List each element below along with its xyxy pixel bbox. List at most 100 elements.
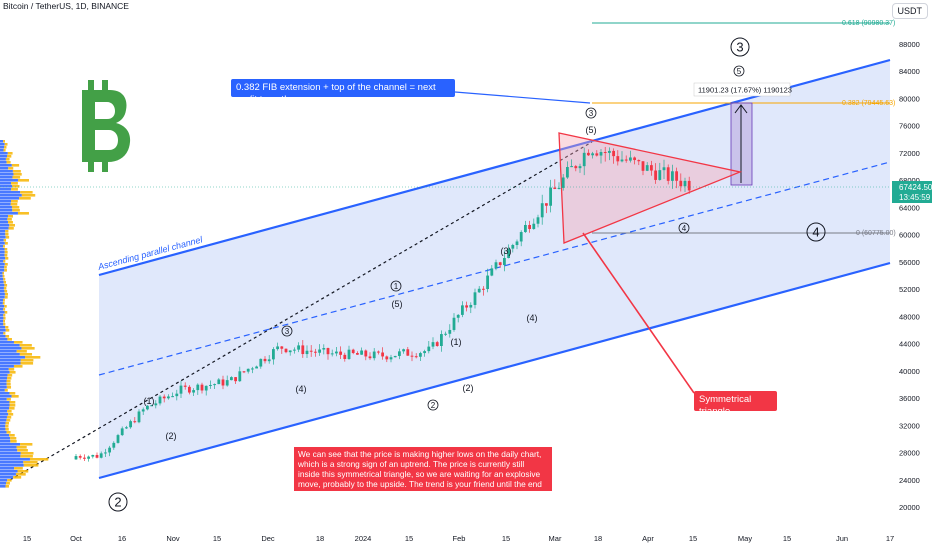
wave-1-b: 1 bbox=[394, 282, 399, 291]
candle-body bbox=[486, 275, 489, 290]
profile-bar-blue bbox=[0, 266, 5, 269]
price-axis[interactable]: 88000 84000 80000 76000 72000 68000 64000 60000… bbox=[899, 40, 920, 512]
candle-body bbox=[482, 288, 485, 290]
volume-profile bbox=[0, 140, 49, 488]
wave-1-c: (1) bbox=[451, 337, 462, 347]
profile-bar-blue bbox=[0, 479, 8, 482]
profile-bar-orange bbox=[6, 431, 11, 434]
time-tick-label: 18 bbox=[594, 534, 602, 543]
candle-body bbox=[360, 350, 363, 355]
candle-body bbox=[675, 171, 678, 181]
profile-bar-orange bbox=[2, 302, 5, 305]
profile-bar-blue bbox=[0, 275, 3, 278]
candle-body bbox=[557, 187, 561, 189]
profile-bar-blue bbox=[0, 176, 13, 179]
candle-body bbox=[99, 453, 103, 458]
profile-bar-blue bbox=[0, 296, 5, 299]
candle-body bbox=[524, 224, 527, 233]
wave-4-a: (4) bbox=[296, 384, 307, 394]
symmetrical-triangle[interactable] bbox=[558, 132, 743, 244]
profile-bar-orange bbox=[3, 299, 5, 302]
profile-bar-orange bbox=[4, 311, 8, 314]
profile-bar-blue bbox=[0, 299, 4, 302]
time-tick-label: 2024 bbox=[355, 534, 372, 543]
profile-bar-orange bbox=[6, 380, 11, 383]
profile-bar-orange bbox=[3, 308, 6, 311]
analysis-note-box[interactable]: We can see that the price is making high… bbox=[294, 447, 552, 491]
candle-body bbox=[267, 359, 271, 362]
profile-bar-blue bbox=[0, 440, 11, 443]
profile-bar-orange bbox=[12, 170, 21, 173]
time-tick-label: 16 bbox=[118, 534, 126, 543]
profile-bar-blue bbox=[0, 437, 11, 440]
profile-bar-orange bbox=[4, 266, 7, 269]
candle-body bbox=[582, 152, 586, 167]
price-tick-label: 52000 bbox=[899, 285, 920, 294]
profile-bar-orange bbox=[5, 236, 10, 239]
candle-body bbox=[343, 354, 347, 359]
profile-bar-orange bbox=[13, 365, 23, 368]
fib-note-box[interactable]: 0.382 FIB extension + top of the channel… bbox=[231, 79, 455, 105]
candle-body bbox=[650, 165, 653, 171]
profile-bar-blue bbox=[0, 218, 8, 221]
time-tick-label: 15 bbox=[783, 534, 791, 543]
profile-bar-blue bbox=[0, 362, 21, 365]
profile-bar-orange bbox=[10, 437, 17, 440]
profile-bar-blue bbox=[0, 254, 5, 257]
trend-dotted-line[interactable] bbox=[9, 141, 593, 481]
profile-bar-blue bbox=[0, 236, 6, 239]
candle-body bbox=[603, 152, 607, 154]
profile-bar-blue bbox=[0, 182, 12, 185]
price-tick-label: 32000 bbox=[899, 421, 920, 430]
candle-body bbox=[116, 435, 120, 443]
time-tick-label: 15 bbox=[502, 534, 510, 543]
profile-bar-blue bbox=[0, 278, 4, 281]
profile-bar-blue bbox=[0, 416, 7, 419]
channel-bottom-line[interactable] bbox=[98, 261, 891, 480]
channel-mid-line[interactable] bbox=[98, 161, 891, 376]
candle-body bbox=[108, 447, 111, 453]
candle-body bbox=[469, 304, 473, 308]
profile-bar-blue bbox=[0, 188, 12, 191]
profile-bar-orange bbox=[3, 332, 6, 335]
profile-bar-orange bbox=[4, 305, 7, 308]
candle-body bbox=[633, 157, 636, 161]
candle-body bbox=[444, 333, 447, 335]
symbol-title: Bitcoin / TetherUS, 1D, BINANCE bbox=[3, 1, 129, 11]
price-tick-label: 48000 bbox=[899, 312, 920, 321]
profile-bar-blue bbox=[0, 317, 4, 320]
wave-3-c: (3) bbox=[501, 246, 512, 256]
candle-body bbox=[263, 358, 267, 362]
candle-body bbox=[612, 150, 615, 157]
measure-label-box bbox=[693, 82, 791, 97]
candle-body bbox=[645, 165, 649, 171]
profile-bar-blue bbox=[0, 305, 5, 308]
candle-body bbox=[171, 396, 174, 398]
candle-body bbox=[150, 405, 153, 407]
candle-body bbox=[112, 442, 116, 448]
currency-button[interactable]: USDT bbox=[891, 3, 928, 19]
price-tick-label: 44000 bbox=[899, 340, 920, 349]
profile-bar-orange bbox=[6, 419, 11, 422]
candle-body bbox=[175, 393, 179, 397]
profile-bar-orange bbox=[6, 482, 10, 485]
time-axis[interactable]: 15 Oct 16 Nov 15 Dec 18 2024 15 Feb 15 Mar 18 Apr 15 Ma… bbox=[23, 534, 894, 543]
candle-body bbox=[162, 396, 166, 399]
wave-3-major-circle bbox=[730, 37, 750, 57]
profile-bar-blue bbox=[0, 191, 21, 194]
time-tick-label: 18 bbox=[316, 534, 324, 543]
candle-body bbox=[666, 167, 670, 181]
profile-bar-blue bbox=[0, 242, 5, 245]
profile-bar-orange bbox=[9, 371, 16, 374]
candle-body bbox=[251, 368, 254, 370]
profile-bar-blue bbox=[0, 161, 7, 164]
candle-body bbox=[104, 452, 107, 454]
candle-body bbox=[204, 385, 208, 391]
profile-bar-blue bbox=[0, 227, 9, 230]
profile-bar-blue bbox=[0, 407, 10, 410]
profile-bar-blue bbox=[0, 329, 6, 332]
triangle-label-box[interactable]: Symmetrical triangle bbox=[694, 391, 777, 417]
profile-bar-blue bbox=[0, 470, 18, 473]
